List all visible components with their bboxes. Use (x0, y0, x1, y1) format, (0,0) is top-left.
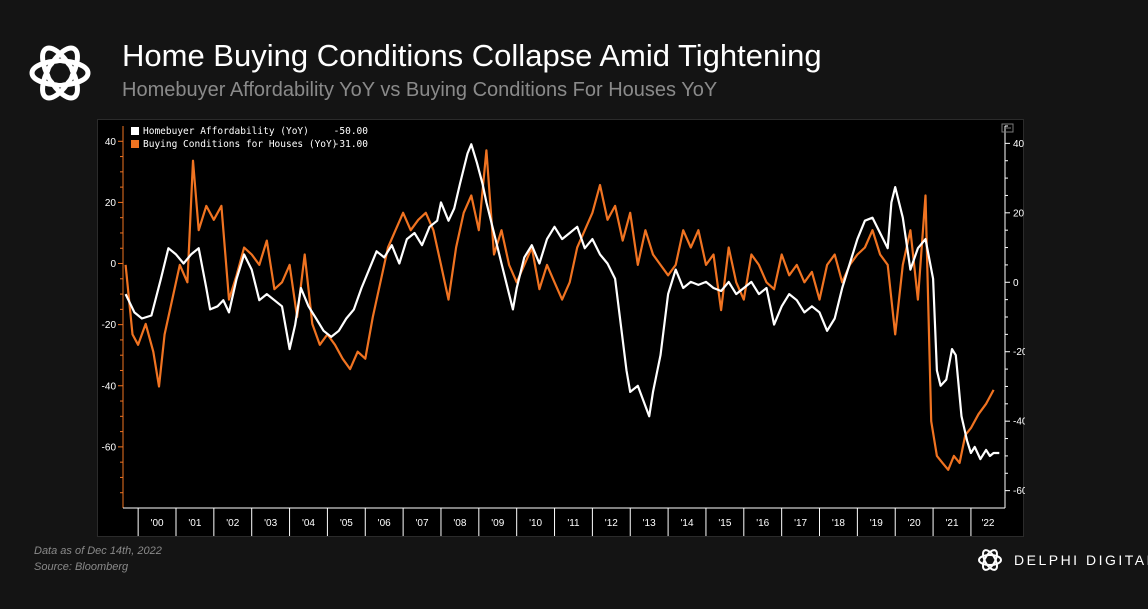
right-axis-tick-label: -20 (1013, 347, 1025, 358)
window-restore-icon[interactable] (1001, 123, 1014, 133)
left-axis-tick-label: 0 (110, 259, 116, 270)
legend-box (128, 124, 378, 156)
delphi-brand-icon (978, 549, 1002, 571)
legend-swatch (131, 140, 139, 148)
x-axis-tick-label: '22 (981, 518, 994, 529)
legend-last-value: -31.00 (334, 139, 369, 150)
left-axis-tick-label: 40 (105, 137, 117, 148)
x-axis-tick-label: '06 (378, 518, 391, 529)
x-axis-tick-label: '19 (870, 518, 883, 529)
x-axis-tick-label: '02 (226, 518, 239, 529)
x-axis-tick-label: '11 (567, 518, 580, 529)
left-axis-tick-label: 20 (105, 198, 117, 209)
x-axis-tick-label: '07 (416, 518, 429, 529)
right-axis-tick-label: -60 (1013, 486, 1025, 497)
right-axis-tick-label: 40 (1013, 139, 1025, 150)
source-note: Source: Bloomberg (34, 561, 129, 573)
chart-subtitle: Homebuyer Affordability YoY vs Buying Co… (122, 79, 718, 101)
legend-series-label: Buying Conditions for Houses (YoY) (143, 139, 337, 150)
series-line-2 (124, 149, 995, 471)
chart-panel: 40 20 0 -20 -40 -60 40 20 0 -20 -40 -60 '00 '01 '02 '03… (97, 119, 1025, 537)
series-line-1 (124, 143, 1000, 461)
x-axis-tick-label: '13 (643, 518, 656, 529)
chart-title: Home Buying Conditions Collapse Amid Tig… (122, 38, 822, 73)
right-axis-tick-label: -40 (1013, 417, 1025, 428)
x-axis-tick-label: '10 (529, 518, 542, 529)
line-chart: 40 20 0 -20 -40 -60 40 20 0 -20 -40 -60 '00 '01 '02 '03… (102, 123, 1025, 536)
x-axis-tick-label: '14 (681, 518, 694, 529)
x-axis-tick-label: '01 (188, 518, 201, 529)
legend-swatch (131, 127, 139, 135)
left-axis-tick-label: -40 (102, 381, 117, 392)
legend-series-label: Homebuyer Affordability (YoY) (143, 126, 309, 137)
legend-last-value: -50.00 (334, 126, 369, 137)
brand-name: DELPHI DIGITAL (1014, 552, 1148, 568)
x-axis-tick-label: '21 (945, 518, 958, 529)
x-axis-tick-label: '15 (718, 518, 731, 529)
delphi-logo-icon (29, 45, 91, 101)
right-axis-tick-label: 0 (1013, 278, 1019, 289)
x-axis-tick-label: '09 (491, 518, 504, 529)
x-axis-tick-label: '17 (794, 518, 807, 529)
brand-footer: DELPHI DIGITAL (976, 545, 1148, 575)
x-axis-tick-label: '03 (264, 518, 277, 529)
x-axis-tick-label: '12 (605, 518, 618, 529)
x-axis-tick-label: '20 (908, 518, 921, 529)
right-axis-tick-label: 20 (1013, 208, 1025, 219)
data-date-note: Data as of Dec 14th, 2022 (34, 545, 162, 557)
left-axis-tick-label: -20 (102, 320, 117, 331)
x-axis-tick-label: '16 (756, 518, 769, 529)
left-axis-tick-label: -60 (102, 442, 117, 453)
x-axis-tick-label: '08 (453, 518, 466, 529)
x-axis-tick-label: '05 (340, 518, 353, 529)
x-axis-tick-label: '18 (832, 518, 845, 529)
x-axis-tick-label: '04 (302, 518, 315, 529)
x-axis-tick-label: '00 (151, 518, 164, 529)
